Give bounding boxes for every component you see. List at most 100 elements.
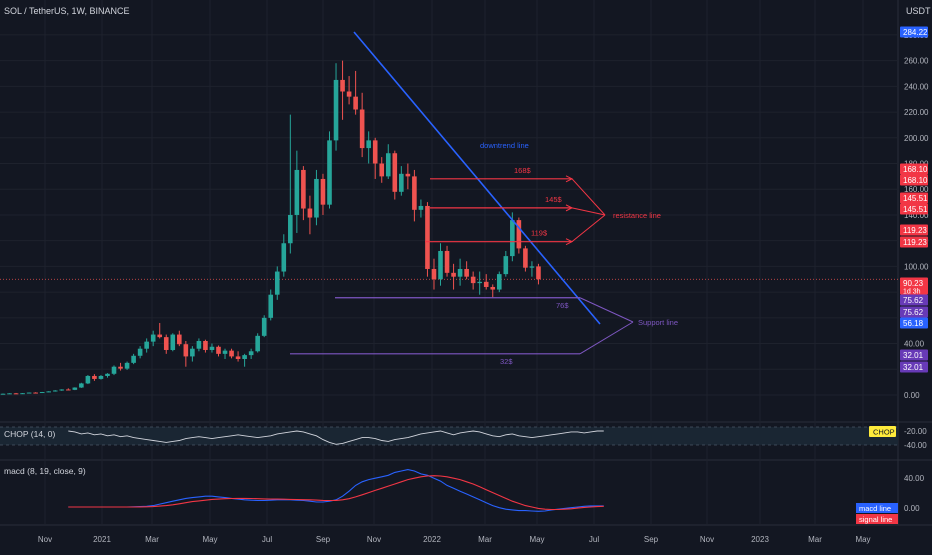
candle[interactable]	[46, 391, 52, 393]
candle-body[interactable]	[59, 389, 65, 391]
candle[interactable]	[536, 263, 541, 285]
candle[interactable]	[359, 92, 365, 158]
candle[interactable]	[274, 266, 280, 300]
candle[interactable]	[98, 375, 104, 380]
candle[interactable]	[255, 333, 260, 353]
signal-series-line[interactable]	[68, 475, 604, 511]
candle[interactable]	[444, 245, 450, 277]
candle[interactable]	[229, 348, 234, 359]
chop-series-line[interactable]	[68, 430, 604, 445]
candle-body[interactable]	[196, 340, 202, 349]
candle[interactable]	[150, 330, 156, 347]
candle-body[interactable]	[464, 268, 469, 277]
candle[interactable]	[13, 392, 19, 395]
candle-body[interactable]	[457, 268, 463, 277]
candle[interactable]	[203, 339, 208, 353]
candle[interactable]	[79, 382, 84, 388]
candle-body[interactable]	[503, 256, 509, 275]
candle[interactable]	[72, 387, 78, 391]
candle[interactable]	[190, 346, 195, 362]
candle[interactable]	[372, 137, 378, 179]
candle-body[interactable]	[0, 393, 6, 395]
candle-body[interactable]	[157, 334, 163, 338]
drawing-tools[interactable]: downtrend line 168$ 145$ 119$ resistance lin…	[290, 31, 678, 366]
candle-body[interactable]	[20, 393, 25, 395]
candle-body[interactable]	[536, 266, 541, 280]
candle[interactable]	[523, 245, 528, 272]
candle-body[interactable]	[137, 348, 143, 356]
chop-pane[interactable]: CHOP	[0, 426, 898, 446]
candle-body[interactable]	[412, 176, 417, 210]
candle[interactable]	[353, 70, 358, 115]
candle[interactable]	[288, 114, 293, 254]
candle-body[interactable]	[451, 272, 456, 277]
candle[interactable]	[333, 63, 339, 151]
candle-body[interactable]	[131, 355, 136, 363]
candle-body[interactable]	[46, 391, 52, 393]
candle[interactable]	[111, 365, 117, 376]
candlestick-series[interactable]	[0, 60, 541, 395]
candle-body[interactable]	[163, 337, 169, 350]
candle[interactable]	[385, 144, 391, 179]
candle-body[interactable]	[170, 334, 176, 350]
candle-body[interactable]	[340, 79, 345, 92]
candle[interactable]	[261, 315, 267, 338]
candle[interactable]	[216, 345, 221, 357]
candle[interactable]	[118, 362, 123, 371]
candle-body[interactable]	[242, 355, 247, 359]
candle[interactable]	[7, 393, 12, 395]
candle[interactable]	[222, 348, 228, 359]
candle[interactable]	[163, 334, 169, 354]
candle-body[interactable]	[431, 268, 437, 280]
candle-body[interactable]	[118, 366, 123, 369]
candle-body[interactable]	[190, 348, 195, 357]
candle-body[interactable]	[13, 393, 19, 395]
candle[interactable]	[124, 361, 130, 370]
candle[interactable]	[242, 353, 247, 367]
candle[interactable]	[248, 348, 254, 359]
candle-body[interactable]	[72, 387, 78, 390]
candle[interactable]	[281, 234, 287, 277]
candle[interactable]	[470, 271, 476, 290]
downtrend-line[interactable]	[353, 31, 601, 325]
candle-body[interactable]	[496, 274, 502, 290]
candle-body[interactable]	[229, 350, 234, 357]
candle-body[interactable]	[418, 205, 424, 210]
candle-body[interactable]	[399, 173, 404, 192]
candle-body[interactable]	[216, 346, 221, 354]
candle[interactable]	[131, 353, 136, 365]
candle[interactable]	[183, 340, 189, 367]
candle-body[interactable]	[177, 334, 182, 345]
macd-pane[interactable]: macd line signal line	[68, 469, 898, 524]
candle-body[interactable]	[274, 271, 280, 295]
candle-body[interactable]	[92, 375, 97, 379]
candle-body[interactable]	[490, 286, 496, 290]
candle[interactable]	[301, 166, 306, 221]
candle[interactable]	[314, 169, 319, 226]
candle[interactable]	[477, 271, 482, 295]
candle[interactable]	[399, 166, 404, 196]
candle-body[interactable]	[261, 317, 267, 336]
candle-body[interactable]	[438, 250, 443, 280]
candle-body[interactable]	[7, 393, 12, 395]
candle[interactable]	[516, 217, 522, 254]
candle[interactable]	[483, 274, 489, 290]
candle-body[interactable]	[405, 173, 411, 177]
candle[interactable]	[137, 346, 143, 359]
candle-body[interactable]	[79, 383, 84, 388]
candle-body[interactable]	[366, 140, 371, 149]
candle-body[interactable]	[66, 389, 71, 391]
candle-body[interactable]	[235, 356, 241, 359]
candle-body[interactable]	[307, 208, 313, 218]
candle-body[interactable]	[483, 281, 489, 287]
candle-body[interactable]	[144, 341, 149, 349]
candle[interactable]	[157, 322, 163, 339]
candle-body[interactable]	[288, 214, 293, 244]
candle-body[interactable]	[477, 281, 482, 284]
candle[interactable]	[235, 351, 241, 362]
candle-body[interactable]	[183, 344, 189, 357]
candle[interactable]	[85, 375, 91, 385]
candle-body[interactable]	[327, 140, 332, 205]
